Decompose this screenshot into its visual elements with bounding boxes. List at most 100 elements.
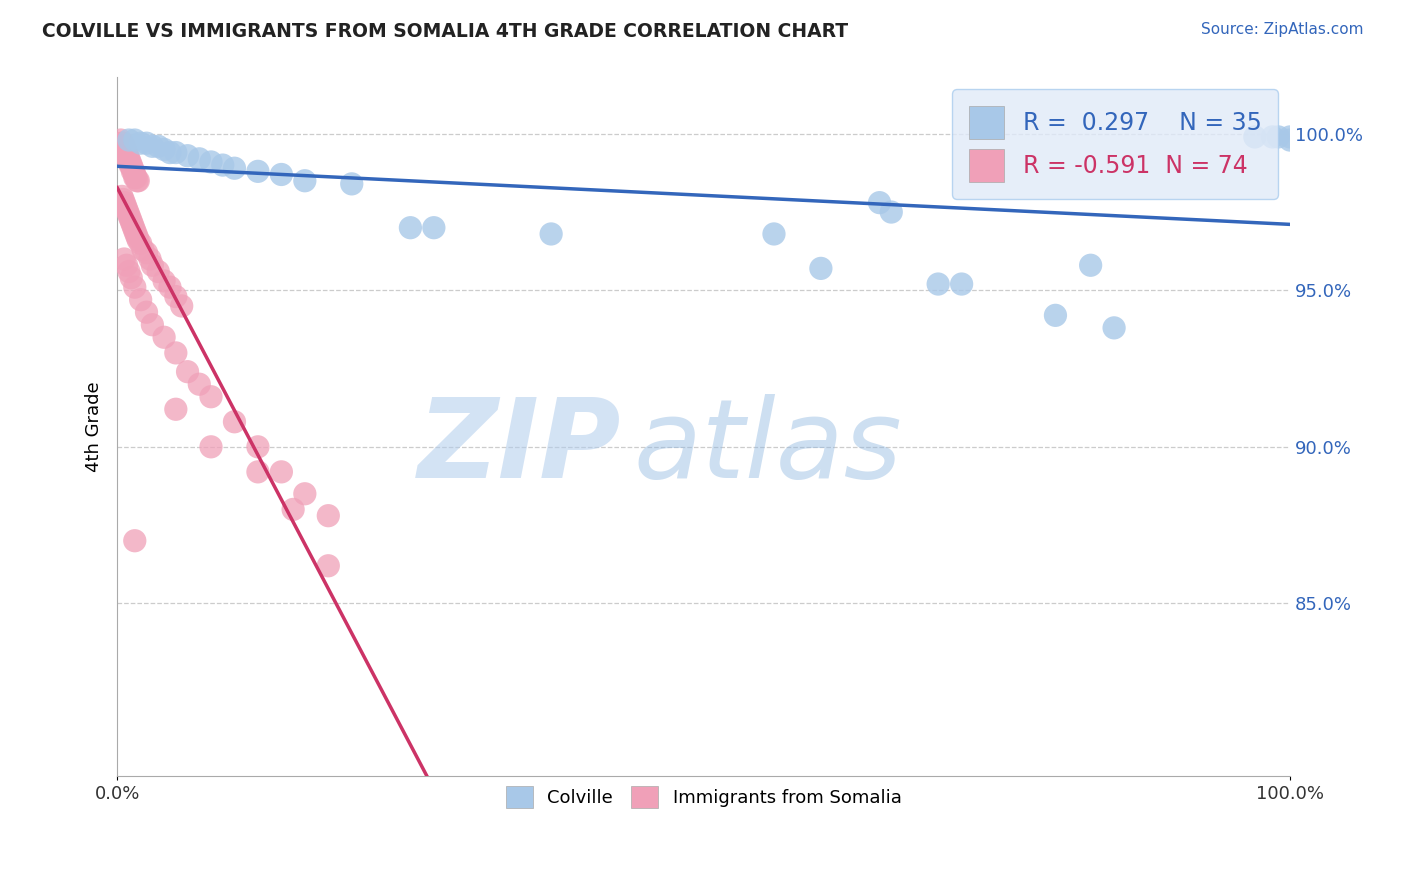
Point bbox=[112, 139, 135, 153]
Point bbox=[124, 168, 146, 182]
Point bbox=[120, 214, 142, 228]
Point bbox=[129, 236, 152, 251]
Point bbox=[540, 227, 562, 241]
Point bbox=[124, 133, 146, 147]
Point bbox=[124, 533, 146, 548]
Point bbox=[148, 264, 170, 278]
Point bbox=[141, 139, 163, 153]
Point bbox=[927, 277, 949, 291]
Point bbox=[294, 174, 316, 188]
Point bbox=[120, 155, 142, 169]
Point bbox=[165, 289, 187, 303]
Point bbox=[281, 502, 304, 516]
Point bbox=[122, 220, 145, 235]
Point bbox=[118, 133, 141, 147]
Point bbox=[129, 136, 152, 151]
Point bbox=[114, 145, 136, 160]
Text: Source: ZipAtlas.com: Source: ZipAtlas.com bbox=[1201, 22, 1364, 37]
Point bbox=[762, 227, 785, 241]
Point bbox=[165, 145, 187, 160]
Point bbox=[121, 218, 143, 232]
Point bbox=[121, 164, 143, 178]
Point bbox=[165, 402, 187, 417]
Point bbox=[423, 220, 446, 235]
Point bbox=[135, 305, 157, 319]
Point bbox=[246, 465, 269, 479]
Point bbox=[224, 161, 246, 176]
Point bbox=[114, 143, 136, 157]
Text: COLVILLE VS IMMIGRANTS FROM SOMALIA 4TH GRADE CORRELATION CHART: COLVILLE VS IMMIGRANTS FROM SOMALIA 4TH … bbox=[42, 22, 848, 41]
Point bbox=[115, 202, 138, 216]
Point bbox=[117, 205, 139, 219]
Point bbox=[112, 195, 135, 210]
Point bbox=[111, 136, 134, 151]
Point bbox=[1279, 129, 1302, 144]
Point bbox=[159, 280, 181, 294]
Point bbox=[117, 149, 139, 163]
Point bbox=[135, 136, 157, 151]
Point bbox=[165, 346, 187, 360]
Legend: Colville, Immigrants from Somalia: Colville, Immigrants from Somalia bbox=[499, 779, 908, 815]
Point bbox=[224, 415, 246, 429]
Point bbox=[132, 243, 155, 257]
Point bbox=[118, 208, 141, 222]
Point bbox=[810, 261, 832, 276]
Point bbox=[950, 277, 973, 291]
Point bbox=[110, 133, 132, 147]
Point bbox=[270, 168, 292, 182]
Point bbox=[111, 189, 134, 203]
Point bbox=[120, 158, 142, 172]
Point bbox=[124, 280, 146, 294]
Point bbox=[124, 170, 146, 185]
Point bbox=[118, 152, 141, 166]
Point bbox=[112, 143, 135, 157]
Point bbox=[127, 174, 149, 188]
Point bbox=[118, 155, 141, 169]
Point bbox=[118, 264, 141, 278]
Point bbox=[112, 193, 135, 207]
Point bbox=[869, 195, 891, 210]
Point bbox=[153, 274, 176, 288]
Point bbox=[270, 465, 292, 479]
Point bbox=[148, 139, 170, 153]
Point bbox=[125, 227, 148, 241]
Point bbox=[246, 164, 269, 178]
Point bbox=[127, 174, 149, 188]
Point bbox=[1102, 321, 1125, 335]
Point bbox=[1045, 309, 1067, 323]
Point bbox=[141, 258, 163, 272]
Point bbox=[129, 293, 152, 307]
Point bbox=[153, 143, 176, 157]
Point bbox=[316, 558, 339, 573]
Point bbox=[120, 270, 142, 285]
Point bbox=[115, 149, 138, 163]
Point bbox=[127, 233, 149, 247]
Text: ZIP: ZIP bbox=[418, 394, 621, 501]
Point bbox=[125, 170, 148, 185]
Point bbox=[1243, 129, 1265, 144]
Point bbox=[122, 164, 145, 178]
Y-axis label: 4th Grade: 4th Grade bbox=[86, 381, 103, 472]
Point bbox=[112, 252, 135, 266]
Point bbox=[112, 139, 135, 153]
Point bbox=[316, 508, 339, 523]
Point bbox=[294, 487, 316, 501]
Point bbox=[1267, 129, 1289, 144]
Point bbox=[200, 390, 222, 404]
Point bbox=[124, 224, 146, 238]
Point bbox=[141, 318, 163, 332]
Point bbox=[139, 252, 162, 266]
Point bbox=[170, 299, 193, 313]
Point bbox=[200, 155, 222, 169]
Point bbox=[188, 152, 211, 166]
Point bbox=[880, 205, 903, 219]
Point bbox=[120, 211, 142, 226]
Point bbox=[1279, 133, 1302, 147]
Point bbox=[176, 365, 198, 379]
Point bbox=[200, 440, 222, 454]
Point bbox=[117, 152, 139, 166]
Point bbox=[153, 330, 176, 344]
Point bbox=[1261, 129, 1284, 144]
Point bbox=[246, 440, 269, 454]
Point bbox=[211, 158, 233, 172]
